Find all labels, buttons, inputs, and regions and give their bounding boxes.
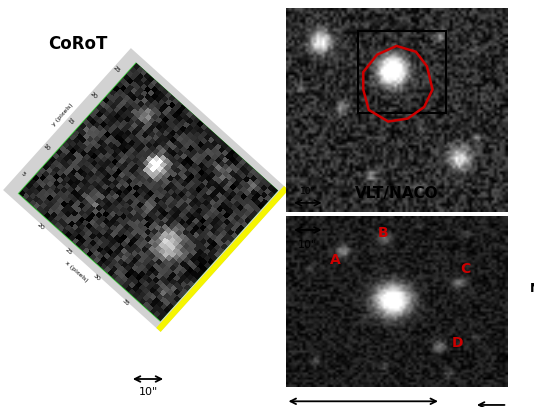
Text: 10": 10" (298, 240, 318, 250)
Text: 25: 25 (64, 247, 73, 256)
Text: 5: 5 (20, 171, 26, 177)
Text: VLT/NACO: VLT/NACO (355, 186, 438, 201)
Text: 25: 25 (112, 65, 121, 74)
Text: 15: 15 (66, 117, 75, 126)
Text: y (pixels): y (pixels) (51, 103, 74, 127)
Text: 10": 10" (138, 387, 158, 397)
Text: x (pixels): x (pixels) (64, 260, 89, 283)
Text: 10: 10 (42, 143, 51, 152)
Bar (358, 31, 446, 113)
Text: 20: 20 (89, 91, 98, 100)
Text: 20: 20 (36, 222, 45, 231)
Text: B: B (378, 226, 388, 240)
Text: CoRoT: CoRoT (48, 35, 107, 53)
Text: D: D (452, 336, 463, 350)
Text: 35: 35 (121, 298, 130, 307)
Polygon shape (156, 186, 288, 332)
Text: N: N (530, 282, 534, 295)
Text: A: A (330, 253, 341, 267)
Text: 10": 10" (300, 187, 316, 196)
Polygon shape (3, 48, 288, 332)
Text: 30: 30 (92, 273, 101, 282)
Text: C: C (461, 263, 471, 276)
